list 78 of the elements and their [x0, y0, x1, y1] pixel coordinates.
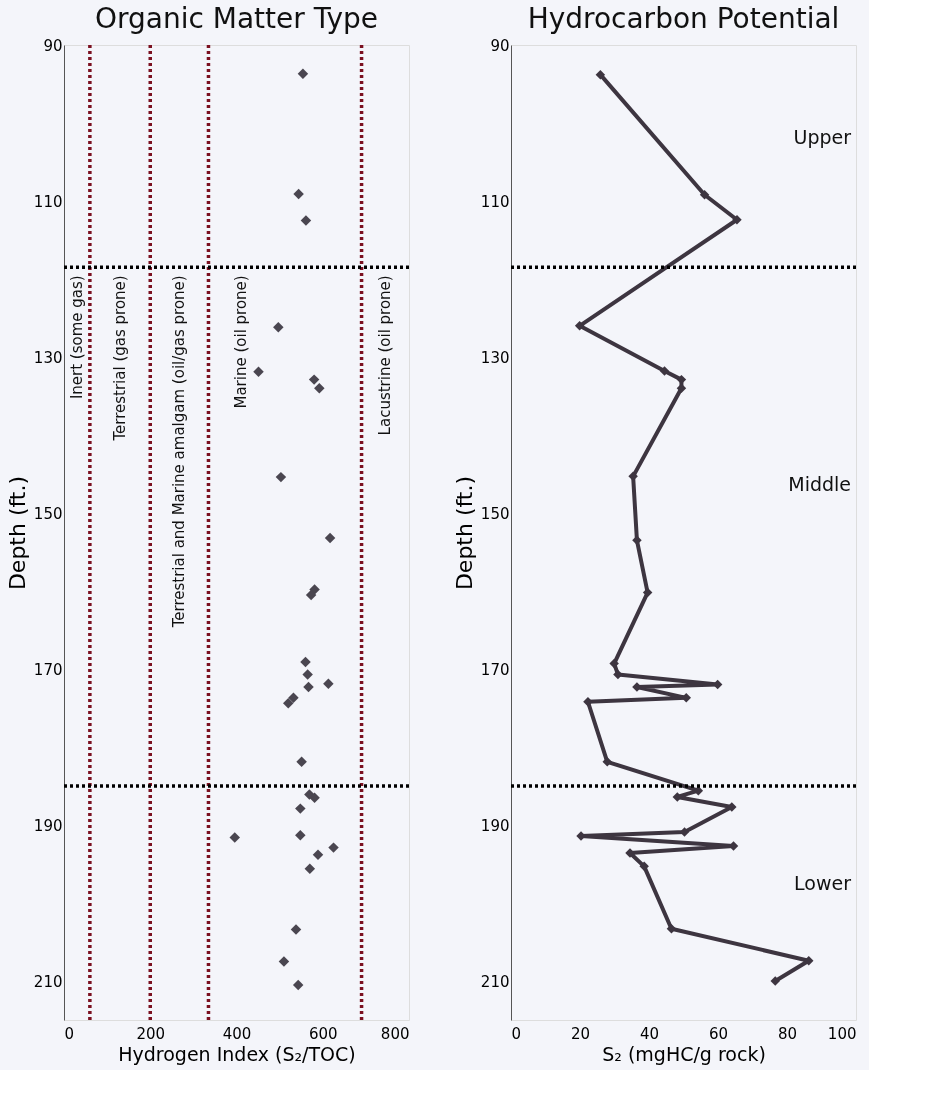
y-tick-label: 170	[33, 660, 63, 679]
y-tick-label: 190	[480, 816, 510, 835]
x-tick-label: 800	[380, 1024, 410, 1043]
x-axis-title: S₂ (mgHC/g rock)	[602, 1042, 766, 1065]
point	[273, 322, 284, 333]
y-tick-label: 210	[480, 972, 510, 991]
y-tick-label: 210	[33, 972, 63, 991]
point	[229, 832, 241, 843]
point	[290, 924, 302, 935]
point	[308, 374, 320, 385]
point	[283, 698, 294, 709]
point	[305, 589, 317, 601]
chart-title: Hydrocarbon Potential	[527, 2, 840, 35]
x-tick-label: 400	[222, 1024, 252, 1043]
point	[312, 849, 324, 860]
point	[278, 956, 290, 967]
point	[275, 471, 287, 483]
point	[602, 757, 612, 767]
point	[609, 658, 619, 669]
annotation: Lacustrine (oil prone)	[376, 275, 395, 436]
point	[253, 366, 264, 378]
point	[666, 924, 677, 934]
point	[295, 829, 306, 841]
annotation: Marine (oil prone)	[232, 275, 251, 409]
point	[300, 656, 311, 668]
point	[300, 215, 312, 226]
y-tick-label: 110	[33, 192, 63, 211]
y-tick-label: 90	[43, 36, 63, 55]
point	[309, 792, 320, 803]
point	[293, 188, 304, 200]
point	[659, 366, 670, 376]
annotation: Terrestrial (gas prone)	[111, 275, 130, 442]
point	[288, 692, 299, 704]
x-tick-label: 60	[708, 1024, 729, 1043]
annotation: Middle	[788, 473, 851, 496]
point	[304, 863, 316, 874]
point	[314, 382, 325, 394]
point	[770, 976, 781, 986]
x-tick-label: 40	[639, 1024, 660, 1043]
point	[699, 190, 710, 200]
chart-title: Organic Matter Type	[94, 2, 379, 35]
annotation: Upper	[793, 126, 852, 149]
annotation: Lower	[794, 872, 852, 895]
point	[323, 678, 334, 690]
y-tick-label: 90	[490, 36, 510, 55]
y-axis-title: Depth (ft.)	[451, 475, 477, 591]
y-tick-label: 170	[480, 660, 510, 679]
y-axis-title: Depth (ft.)	[4, 475, 30, 591]
x-tick-label: 600	[308, 1024, 338, 1043]
point	[639, 861, 649, 872]
point	[642, 587, 653, 598]
point	[595, 69, 606, 80]
point	[583, 697, 593, 707]
point	[297, 68, 309, 80]
annotation: Inert (some gas)	[67, 275, 86, 400]
x-axis-title: Hydrogen Index (S₂/TOC)	[118, 1042, 356, 1065]
point	[292, 979, 304, 991]
y-tick-label: 110	[480, 192, 510, 211]
x-tick-label: 100	[827, 1024, 857, 1043]
x-tick-label: 80	[777, 1024, 798, 1043]
x-tick-label: 0	[511, 1024, 522, 1043]
x-tick-label: 20	[570, 1024, 591, 1043]
point	[574, 321, 585, 331]
y-tick-label: 130	[480, 348, 510, 367]
point	[303, 681, 314, 693]
point	[302, 669, 313, 680]
y-tick-label: 130	[33, 348, 63, 367]
x-tick-label: 200	[136, 1024, 166, 1043]
point	[328, 842, 339, 853]
point	[296, 756, 307, 768]
x-tick-label: 0	[64, 1024, 75, 1043]
y-tick-label: 190	[33, 816, 63, 835]
point	[295, 803, 306, 814]
y-tick-label: 150	[33, 504, 63, 523]
point	[324, 532, 336, 544]
annotation: Terrestrial and Marine amalgam (oil/gas prone)	[170, 275, 189, 629]
point	[732, 214, 742, 225]
y-tick-label: 150	[480, 504, 510, 523]
